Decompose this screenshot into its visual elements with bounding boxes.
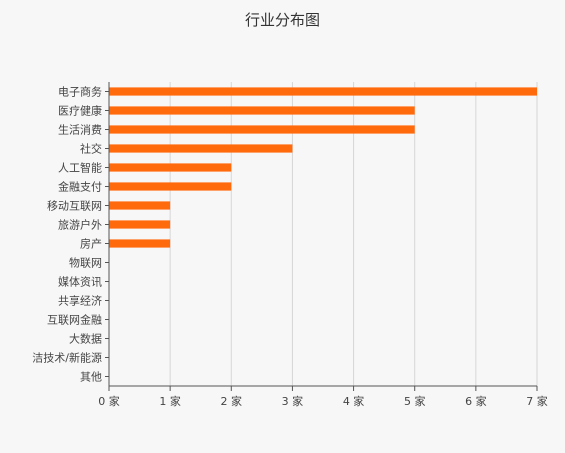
- x-tick-label: 3 家: [282, 394, 304, 408]
- y-tick-label: 电子商务: [58, 85, 102, 99]
- bar: [109, 220, 171, 229]
- x-tick-label: 0 家: [98, 394, 120, 408]
- y-tick-label: 其他: [80, 371, 102, 384]
- y-tick-label: 大数据: [69, 332, 102, 346]
- bar: [109, 144, 293, 153]
- y-tick-label: 医疗健康: [58, 104, 102, 118]
- bar: [109, 106, 415, 115]
- bar-series: [109, 87, 537, 248]
- y-tick-label: 移动互联网: [47, 200, 102, 213]
- y-tick-label: 媒体资讯: [58, 275, 102, 289]
- x-tick-label: 1 家: [159, 394, 181, 408]
- bar: [109, 87, 537, 96]
- bar: [109, 163, 232, 172]
- y-tick-label: 生活消费: [58, 123, 102, 137]
- y-tick-label: 物联网: [69, 256, 102, 270]
- y-tick-label: 金融支付: [58, 180, 102, 194]
- x-tick-label: 2 家: [221, 394, 243, 408]
- axes: [105, 82, 538, 391]
- y-tick-label: 人工智能: [58, 161, 102, 175]
- bar: [109, 239, 171, 248]
- y-tick-label: 房产: [80, 237, 102, 251]
- chart-title: 行业分布图: [244, 11, 320, 29]
- bar: [109, 201, 171, 210]
- axis-labels: 0 家 1 家 2 家 3 家 4 家 5 家 6 家 7 家 电子商务医疗健康生活消费社交人工…: [32, 85, 547, 409]
- x-tick-label: 5 家: [404, 394, 426, 408]
- x-tick-label: 4 家: [343, 394, 365, 408]
- y-tick-label: 旅游户外: [58, 218, 102, 232]
- bar: [109, 182, 232, 191]
- y-tick-label: 社交: [80, 142, 102, 156]
- y-tick-label: 互联网金融: [47, 313, 102, 327]
- bar: [109, 125, 415, 134]
- y-tick-label: 洁技术/新能源: [32, 351, 102, 365]
- grid-lines: [169, 82, 538, 386]
- y-tick-label: 共享经济: [58, 294, 102, 308]
- x-tick-label: 6 家: [465, 394, 487, 408]
- x-tick-label: 7 家: [526, 394, 548, 408]
